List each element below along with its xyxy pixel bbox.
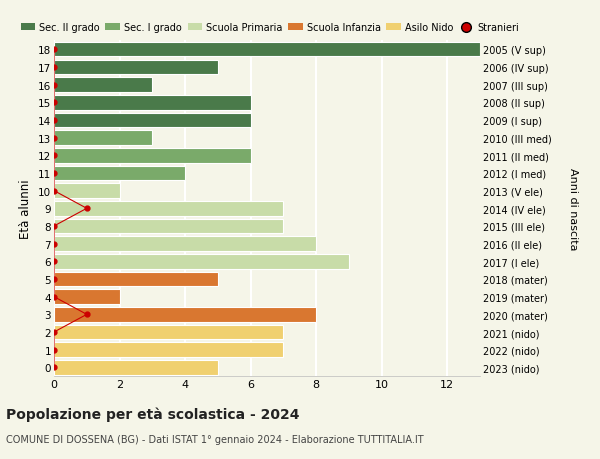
Bar	[54, 325, 283, 340]
Bar	[54, 219, 283, 234]
Legend: Sec. II grado, Sec. I grado, Scuola Primaria, Scuola Infanzia, Asilo Nido, Stran: Sec. II grado, Sec. I grado, Scuola Prim…	[20, 23, 520, 33]
Bar	[54, 184, 119, 198]
Bar	[54, 149, 251, 163]
Bar	[54, 290, 119, 304]
Y-axis label: Anni di nascita: Anni di nascita	[568, 168, 578, 250]
Text: Popolazione per età scolastica - 2024: Popolazione per età scolastica - 2024	[6, 406, 299, 421]
Bar	[54, 131, 152, 146]
Bar	[54, 255, 349, 269]
Bar	[54, 166, 185, 181]
Bar	[54, 96, 251, 110]
Y-axis label: Età alunni: Età alunni	[19, 179, 32, 239]
Bar	[54, 202, 283, 216]
Text: COMUNE DI DOSSENA (BG) - Dati ISTAT 1° gennaio 2024 - Elaborazione TUTTITALIA.IT: COMUNE DI DOSSENA (BG) - Dati ISTAT 1° g…	[6, 434, 424, 444]
Bar	[54, 78, 152, 93]
Bar	[54, 237, 316, 252]
Bar	[54, 113, 251, 128]
Bar	[54, 343, 283, 357]
Bar	[54, 43, 480, 57]
Bar	[54, 61, 218, 75]
Bar	[54, 308, 316, 322]
Bar	[54, 272, 218, 286]
Bar	[54, 360, 218, 375]
